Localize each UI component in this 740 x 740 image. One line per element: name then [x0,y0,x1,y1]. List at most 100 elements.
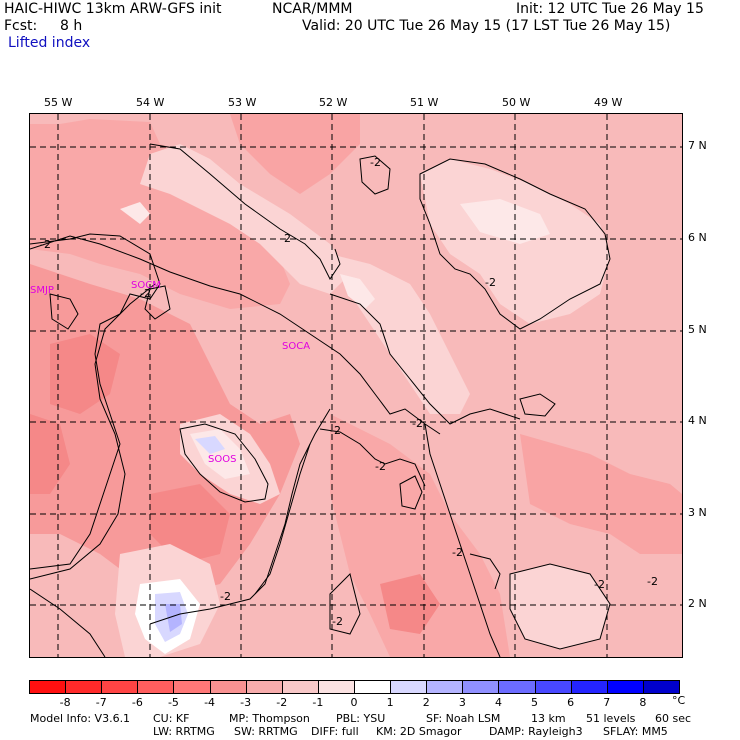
contour-label: -2 [485,276,496,289]
colorbar-swatch [606,680,644,694]
lat-tick-6n: 6 N [688,231,707,244]
colorbar-label: 8 [639,696,647,709]
field-near-zero-2 [460,199,550,244]
colorbar-label: 4 [494,696,502,709]
contour-label: -2 [332,615,343,628]
colorbar-swatch [390,680,428,694]
station-soos: SOOS [208,454,236,465]
contour-label: -2 [330,424,341,437]
colorbar-swatch [137,680,175,694]
colorbar-label: 3 [458,696,466,709]
contours [30,143,611,657]
contour-label: -2 [370,156,381,169]
contour-label: -2 [140,287,151,300]
colorbar-swatch [534,680,572,694]
field-patch-4 [30,414,70,494]
lat-tick-5n: 5 N [688,323,707,336]
contour-label: -2 [280,232,291,245]
field-region-southeast [520,434,682,554]
colorbar-swatch [642,680,680,694]
contour-6 [319,428,426,487]
colorbar-label: -8 [59,696,71,709]
model-info-resolution: 13 km [531,712,566,725]
boundaries [30,235,501,657]
colorbar-label: 7 [603,696,611,709]
colorbar-swatch [462,680,500,694]
lat-tick-3n: 3 N [688,506,707,519]
border-suriname-west [30,283,156,580]
station-smjp: SMJP [30,285,54,296]
colorbar-swatch [281,680,319,694]
contour-16 [329,573,361,635]
colorbar-swatch [173,680,211,694]
field-name: Lifted index [8,35,91,51]
contour-4 [359,155,391,195]
border-suriname-east [149,408,331,625]
colorbar-swatch [498,680,536,694]
forecast-hour: 8 h [60,18,83,34]
colorbar-swatch [209,680,247,694]
model-info-cu: CU: KF [153,712,190,725]
contour-5 [329,293,521,425]
contour-10 [399,475,423,510]
model-info-sf: SF: Noah LSM [426,712,501,725]
contour-label: -2 [594,578,605,591]
contour-1 [30,233,161,570]
field-patch-3 [380,574,440,634]
colorbar-swatch [317,680,355,694]
station-labels: SMJP SOCM SOCA SOOS [30,280,310,465]
lon-tick-54w: 54 W [136,96,165,109]
organization: NCAR/MMM [272,1,353,17]
colorbar-label: -5 [167,696,179,709]
model-info-version: Model Info: V3.6.1 [30,712,131,725]
lifted-index-map: -2 -2 -2 -2 -2 -2 -2 -2 -2 -2 -2 -2 -2 S… [30,114,682,657]
lon-tick-53w: 53 W [228,96,257,109]
model-info-mp: MP: Thompson [229,712,310,725]
field-patch-1 [50,334,120,414]
colorbar-swatch [101,680,139,694]
colorbar-label: 0 [350,696,358,709]
contour-label: -2 [40,238,51,251]
border-french-guiana [424,423,501,657]
contour-8 [469,553,501,590]
lat-tick-4n: 4 N [688,414,707,427]
model-info-km: KM: 2D Smagor [376,725,462,738]
station-soca: SOCA [282,341,310,352]
colorbar-label: -1 [312,696,324,709]
field-near-zero-3 [340,274,375,309]
init-time: Init: 12 UTC Tue 26 May 15 [516,1,704,17]
field-region-north [230,114,360,194]
field-light-5 [510,564,610,649]
contour-labels: -2 -2 -2 -2 -2 -2 -2 -2 -2 -2 -2 -2 -2 [40,156,658,628]
field-positive-1 [195,436,225,454]
colorbar-label: 1 [386,696,394,709]
contour-2 [149,143,341,280]
model-info-damp: DAMP: Rayleigh3 [489,725,583,738]
field-positive-3 [165,604,182,632]
coastline [30,235,441,435]
contour-15 [30,588,106,657]
colorbar-label: -7 [95,696,107,709]
map-panel: -2 -2 -2 -2 -2 -2 -2 -2 -2 -2 -2 -2 -2 S… [29,113,683,658]
colorbar-label: -2 [276,696,288,709]
contour-3 [419,158,611,330]
colorbar-swatch [29,680,67,694]
lat-tick-7n: 7 N [688,139,707,152]
colorbar-label: 6 [567,696,575,709]
contour-12 [49,293,79,330]
model-info-sw: SW: RRTMG [234,725,298,738]
model-info-diff: DIFF: full [311,725,359,738]
model-info-pbl: PBL: YSU [336,712,386,725]
model-info-levels: 51 levels [586,712,636,725]
colorbar-swatch [354,680,392,694]
colorbar-label: 2 [422,696,430,709]
model-info-sflay: SFLAY: MM5 [603,725,668,738]
field-region-west [30,119,290,309]
graticule [30,114,682,657]
colorbar-swatch [426,680,464,694]
model-title: HAIC-HIWC 13km ARW-GFS init [4,1,222,17]
lon-tick-50w: 50 W [502,96,531,109]
colorbar-swatch [245,680,283,694]
lon-tick-49w: 49 W [594,96,623,109]
lat-tick-2n: 2 N [688,597,707,610]
